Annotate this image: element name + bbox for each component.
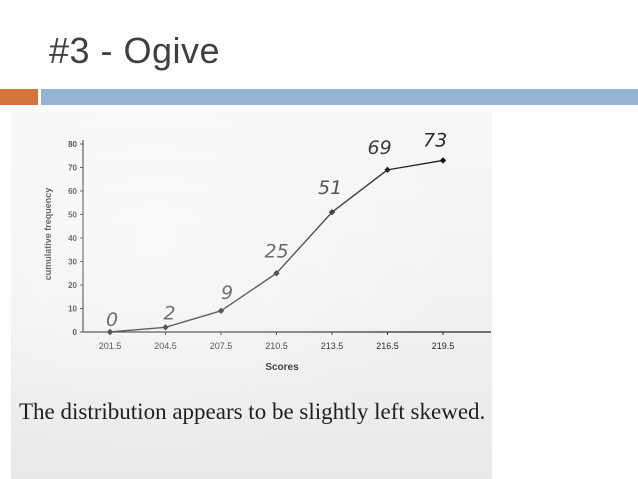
x-tick-label: 219.5 (432, 341, 455, 351)
y-tick-label: 10 (68, 305, 77, 314)
x-ticks: 201.5 204.5 207.5 210.5 213.5 216.5 219.5 (99, 332, 455, 351)
y-tick-label: 0 (73, 328, 78, 337)
handwritten-annotation: 9 (221, 282, 233, 304)
handwritten-annotation: 0 (106, 309, 118, 331)
slide-title: #3 - Ogive (49, 30, 221, 71)
y-tick-label: 30 (68, 258, 77, 267)
handwritten-annotation: 2 (164, 302, 176, 324)
x-tick-label: 216.5 (376, 341, 399, 351)
handwritten-annotation: 51 (318, 177, 342, 199)
accent-bar-blue (41, 89, 638, 105)
x-tick-label: 213.5 (321, 341, 344, 351)
y-tick-label: 70 (68, 164, 77, 173)
x-tick-label: 204.5 (154, 341, 177, 351)
accent-bar-orange (0, 89, 38, 105)
y-tick-label: 80 (68, 140, 77, 149)
x-axis-label: Scores (265, 362, 299, 373)
handwritten-annotation: 25 (265, 240, 289, 262)
x-tick-label: 207.5 (210, 341, 233, 351)
chart-caption: The distribution appears to be slightly … (19, 399, 486, 424)
y-ticks: 0 10 20 30 40 50 60 70 80 (68, 140, 83, 337)
handwritten-annotations: 0 2 9 25 51 69 73 (106, 129, 447, 331)
data-point (162, 324, 169, 331)
y-tick-label: 40 (68, 234, 77, 243)
handwritten-annotation: 69 (368, 137, 392, 159)
x-tick-label: 210.5 (265, 341, 288, 351)
data-point (439, 157, 447, 164)
y-tick-label: 50 (68, 211, 77, 220)
y-axis-label: cumulative frequency (43, 188, 53, 281)
handwritten-annotation: 73 (423, 129, 447, 151)
y-tick-label: 20 (68, 281, 77, 290)
y-tick-label: 60 (68, 187, 77, 196)
textbook-photo: 0 10 20 30 40 50 60 70 80 201.5 204.5 207.5 210.5 21… (11, 112, 492, 479)
x-tick-label: 201.5 (99, 341, 122, 351)
axes (82, 140, 491, 333)
